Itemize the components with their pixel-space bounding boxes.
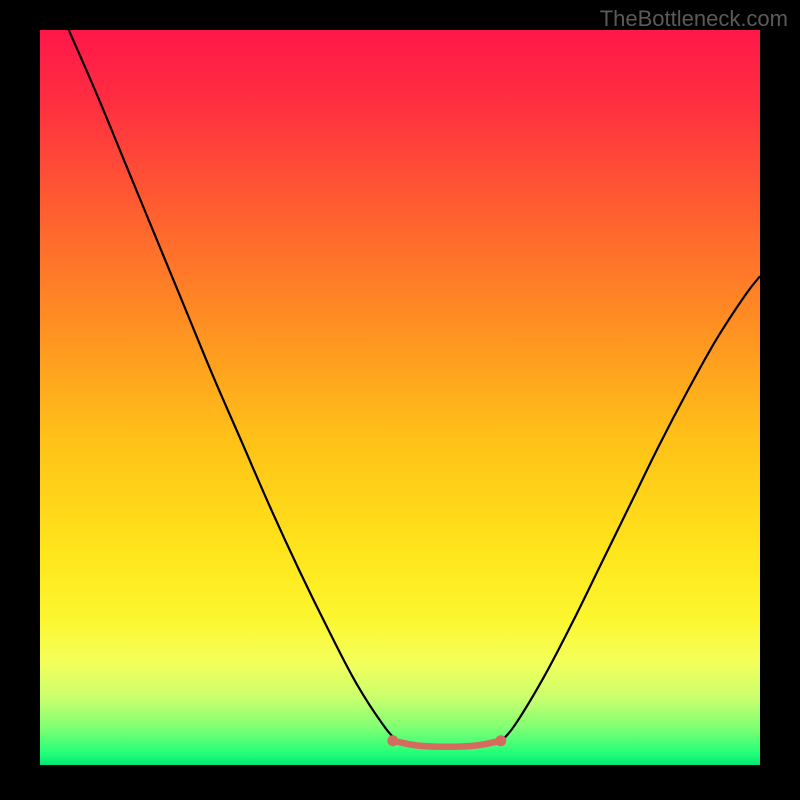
curve-layer	[40, 30, 760, 765]
right-curve	[501, 276, 760, 741]
plot-area	[40, 30, 760, 765]
left-curve	[69, 30, 400, 743]
flat-segment	[393, 741, 501, 747]
watermark-text: TheBottleneck.com	[600, 6, 788, 32]
chart-container: TheBottleneck.com	[0, 0, 800, 800]
